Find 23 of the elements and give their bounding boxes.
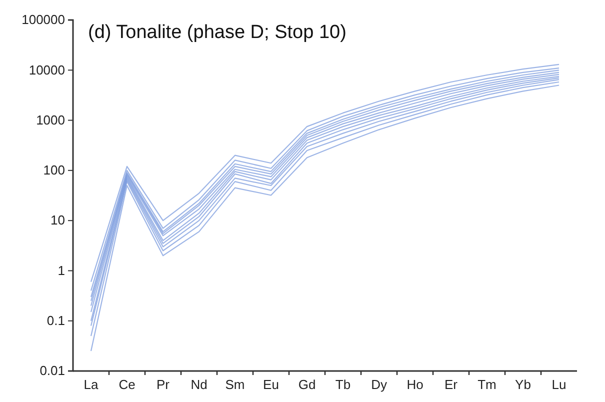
x-tick-label: Lu bbox=[552, 377, 566, 392]
x-tick-label: Yb bbox=[515, 377, 531, 392]
x-tick-label: Ho bbox=[406, 377, 424, 392]
y-tick-label: 0.1 bbox=[46, 313, 65, 328]
x-tick-label: La bbox=[84, 377, 99, 392]
y-tick-label: 100000 bbox=[22, 12, 65, 28]
x-tick-label: Tb bbox=[335, 377, 351, 392]
y-tick-label: 0.01 bbox=[40, 363, 65, 378]
x-tick-label: Nd bbox=[190, 377, 208, 392]
y-tick-label: 10000 bbox=[28, 62, 65, 78]
x-tick-label: Gd bbox=[298, 377, 316, 392]
y-tick-label: 10 bbox=[50, 212, 65, 228]
x-tick-label: Er bbox=[444, 377, 458, 392]
y-tick-label: 1000 bbox=[36, 112, 65, 128]
x-tick-label: Dy bbox=[371, 377, 388, 392]
x-tick-label: Pr bbox=[156, 377, 170, 392]
y-tick-label: 100 bbox=[43, 162, 65, 178]
y-tick-label: 1 bbox=[58, 262, 65, 278]
x-tick-label: Eu bbox=[263, 377, 279, 392]
x-tick-label: Ce bbox=[118, 377, 136, 392]
x-tick-label: Tm bbox=[478, 377, 496, 392]
x-tick-label: Sm bbox=[225, 377, 245, 392]
chart-title: (d) Tonalite (phase D; Stop 10) bbox=[88, 22, 346, 43]
